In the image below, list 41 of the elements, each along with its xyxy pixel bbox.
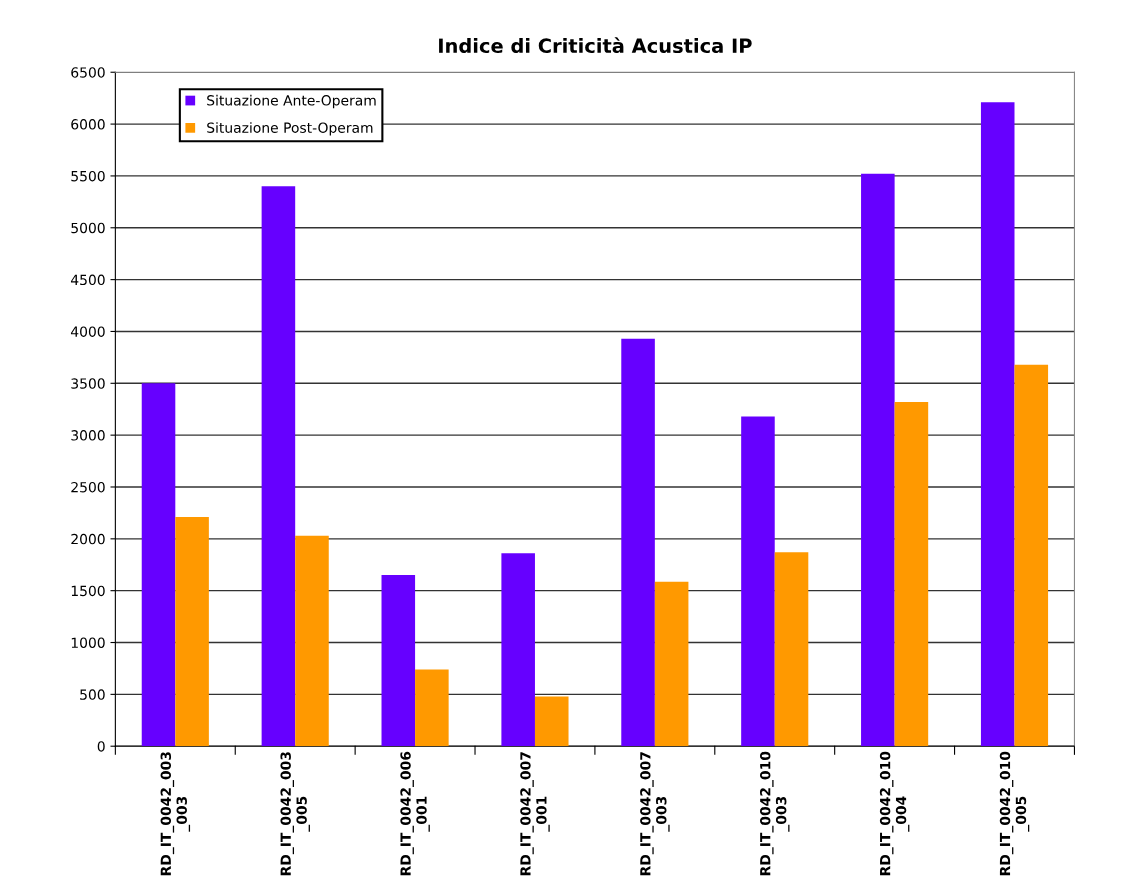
legend-label: Situazione Ante-Operam [207, 94, 376, 109]
bar [654, 581, 689, 747]
y-tick-label: 5000 [71, 222, 105, 234]
y-tick-label: 3000 [71, 430, 105, 441]
y-tick-label: 6500 [71, 67, 105, 78]
y-tick-label: 4000 [70, 326, 105, 337]
bar [861, 173, 895, 747]
x-tick-label: RD_IT_0042_007 _001 [520, 752, 550, 876]
bar [894, 401, 929, 747]
bar [175, 517, 209, 747]
y-tick-label: 1000 [71, 637, 105, 648]
x-tick-label: RD_IT_0042_007 _003 [640, 752, 670, 876]
bar [141, 383, 176, 747]
y-tick-label: 6000 [71, 119, 105, 130]
bar [534, 696, 569, 747]
y-tick-label: 1500 [71, 585, 105, 597]
x-tick-label: RD_IT_0042_010 _004 [879, 751, 910, 876]
x-tick-label: RD_IT_0042_003 _003 [160, 752, 191, 876]
bar [415, 669, 449, 747]
x-tick-label: RD_IT_0042_006 _001 [400, 751, 430, 876]
bar [1014, 364, 1049, 747]
legend-label: Situazione Post-Operam [207, 122, 373, 136]
bar [501, 553, 535, 747]
y-tick-label: 2500 [71, 481, 105, 493]
bar [774, 552, 809, 747]
chart-title: Indice di Criticità Acustica IP [439, 37, 752, 54]
bar [741, 416, 775, 747]
bar [621, 338, 655, 747]
bar [381, 575, 416, 747]
y-tick-label: 5500 [71, 170, 105, 182]
x-tick-label: RD_IT_0042_010 _005 [999, 751, 1030, 876]
x-tick-label: RD_IT_0042_003 _005 [280, 752, 310, 876]
y-tick-label: 4500 [70, 274, 105, 286]
bar [980, 102, 1015, 747]
bar [295, 535, 329, 747]
bar [261, 186, 296, 747]
y-tick-label: 0 [97, 741, 105, 752]
y-tick-label: 500 [80, 689, 105, 700]
x-tick-label: RD_IT_0042_010 _003 [759, 751, 790, 876]
y-tick-label: 2000 [71, 533, 105, 545]
y-tick-label: 3500 [71, 378, 105, 389]
